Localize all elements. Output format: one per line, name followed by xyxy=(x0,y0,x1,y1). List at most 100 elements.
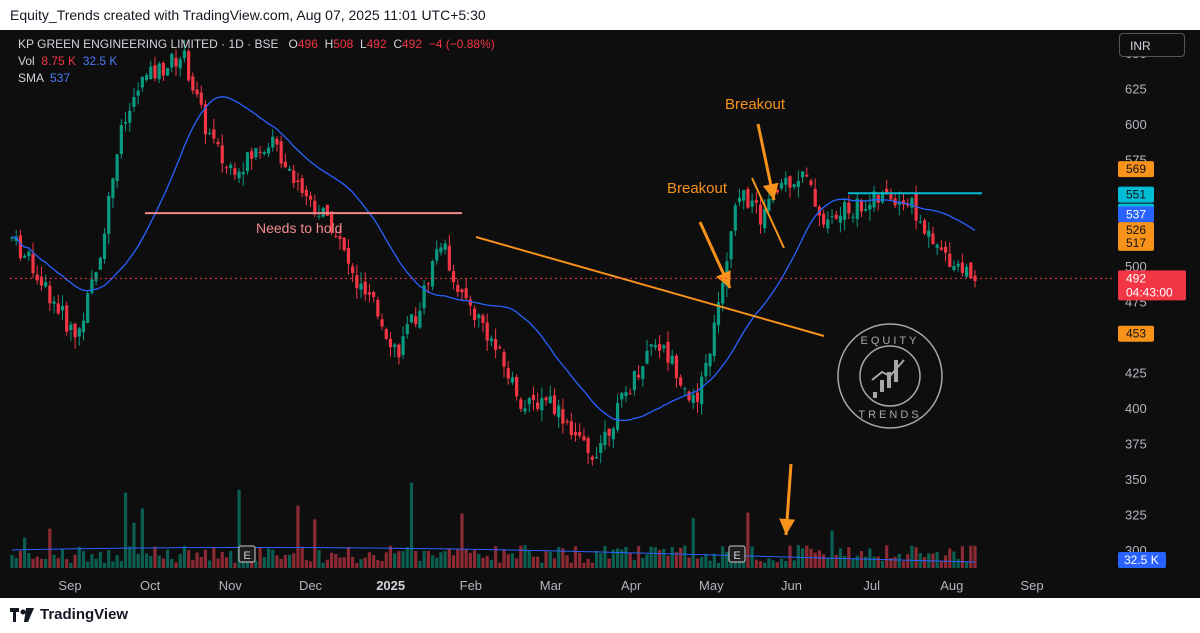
candle-body xyxy=(27,251,31,257)
volume-bar xyxy=(679,547,683,568)
volume-bar xyxy=(77,546,81,568)
candle-body xyxy=(44,282,48,287)
volume-bar xyxy=(220,551,224,568)
volume-bar xyxy=(308,561,313,568)
volume-bar xyxy=(771,560,775,568)
volume-bar xyxy=(670,546,674,568)
volume-bar xyxy=(372,555,376,568)
volume-bar xyxy=(409,482,414,568)
candle-body xyxy=(195,89,199,95)
volume-bar xyxy=(523,545,527,568)
candle-body xyxy=(582,436,586,441)
price-axis: 6506256005755505255004754254003753503253… xyxy=(1118,46,1186,568)
candle-body xyxy=(317,215,321,217)
volume-bar xyxy=(510,553,515,568)
volume-bar xyxy=(813,552,817,568)
volume-bar xyxy=(636,546,641,568)
time-tick-label: Sep xyxy=(1020,578,1043,593)
volume-bar xyxy=(329,552,334,568)
candle-body xyxy=(906,204,910,206)
candle-body xyxy=(254,148,258,158)
volume-bar xyxy=(935,552,939,568)
candle-body xyxy=(927,230,931,237)
chart-area[interactable]: Needs to hold Breakout Breakout E E EQUITY TRE… xyxy=(0,30,1200,598)
volume-bar xyxy=(60,549,65,568)
price-tick-label: 500 xyxy=(1125,259,1147,274)
volume-bar xyxy=(906,554,910,568)
volume-bar xyxy=(128,546,132,568)
time-tick-label: Dec xyxy=(299,578,323,593)
watermark-bar xyxy=(887,372,891,388)
candle-body xyxy=(952,266,956,270)
earnings-marker xyxy=(238,545,256,563)
volume-bar xyxy=(489,559,493,568)
volume-bar xyxy=(590,562,594,568)
volume-bar xyxy=(334,554,338,568)
candle-body xyxy=(910,197,914,208)
candle-body xyxy=(691,394,695,403)
volume-bar xyxy=(287,554,292,568)
volume-bar xyxy=(939,560,943,568)
volume-bar xyxy=(170,558,174,568)
candle-body xyxy=(308,195,313,200)
candle-body xyxy=(481,315,485,323)
candle-body xyxy=(885,188,889,193)
candle-body xyxy=(897,202,901,205)
volume-bar xyxy=(792,560,796,568)
candle-body xyxy=(544,397,548,401)
candle-body xyxy=(165,67,170,76)
candle-body xyxy=(229,164,233,169)
candle-body xyxy=(136,90,140,96)
volume-bar xyxy=(182,545,187,568)
header-text: Equity_Trends created with TradingView.c… xyxy=(10,7,486,23)
breakout-label-1: Breakout xyxy=(667,180,728,197)
volume-bar xyxy=(31,558,35,568)
candle-body xyxy=(758,204,763,225)
price-chart[interactable]: Needs to hold Breakout Breakout E E EQUITY TRE… xyxy=(0,30,1200,598)
time-axis: Sep Oct Nov Dec 2025 Feb Mar Apr May Jun Jul Aug Sep xyxy=(58,578,1043,593)
candle-body xyxy=(805,174,809,177)
candle-body xyxy=(435,249,439,261)
downtrend-line xyxy=(475,236,825,337)
candle-body xyxy=(157,63,161,80)
candle-body xyxy=(477,314,481,319)
candle-body xyxy=(636,374,641,378)
watermark-bar xyxy=(894,360,898,382)
volume-bar xyxy=(864,556,868,568)
volume-bar xyxy=(195,552,199,568)
volume-bar xyxy=(351,556,355,568)
candle-body xyxy=(784,178,788,185)
candle-body xyxy=(220,145,224,164)
volume-bar xyxy=(418,560,422,568)
candle-body xyxy=(767,198,771,211)
volume-bar xyxy=(472,550,477,568)
volume-bar xyxy=(237,489,241,568)
volume-bar xyxy=(502,549,506,568)
volume-bar xyxy=(561,548,565,568)
volume-bar xyxy=(98,551,102,568)
volume-ma-line xyxy=(11,547,976,563)
candle-body xyxy=(674,355,679,379)
time-tick-label: May xyxy=(699,578,724,593)
candle-body xyxy=(271,136,275,148)
volume-bar xyxy=(565,555,569,568)
candle-body xyxy=(922,220,927,234)
currency-button[interactable]: INR xyxy=(1119,33,1185,57)
volume-bar xyxy=(157,555,161,568)
volume-bar xyxy=(140,508,144,568)
candle-body xyxy=(153,65,157,79)
volume-bar xyxy=(822,554,826,568)
candle-body xyxy=(498,347,502,349)
candle-body xyxy=(14,236,18,242)
volume-bar xyxy=(725,551,729,568)
candle-body xyxy=(485,322,489,341)
volume-bar xyxy=(750,546,754,568)
candle-body xyxy=(161,62,165,76)
sma-line xyxy=(11,96,976,422)
watermark-ring xyxy=(837,323,943,429)
volume-bar xyxy=(952,551,956,568)
tradingview-logo[interactable]: TradingView xyxy=(10,606,128,623)
volume-bar xyxy=(796,545,800,568)
volume-bar xyxy=(174,562,178,568)
symbol-title[interactable]: KP GREEN ENGINEERING LIMITED · 1D · BSE xyxy=(18,37,279,51)
